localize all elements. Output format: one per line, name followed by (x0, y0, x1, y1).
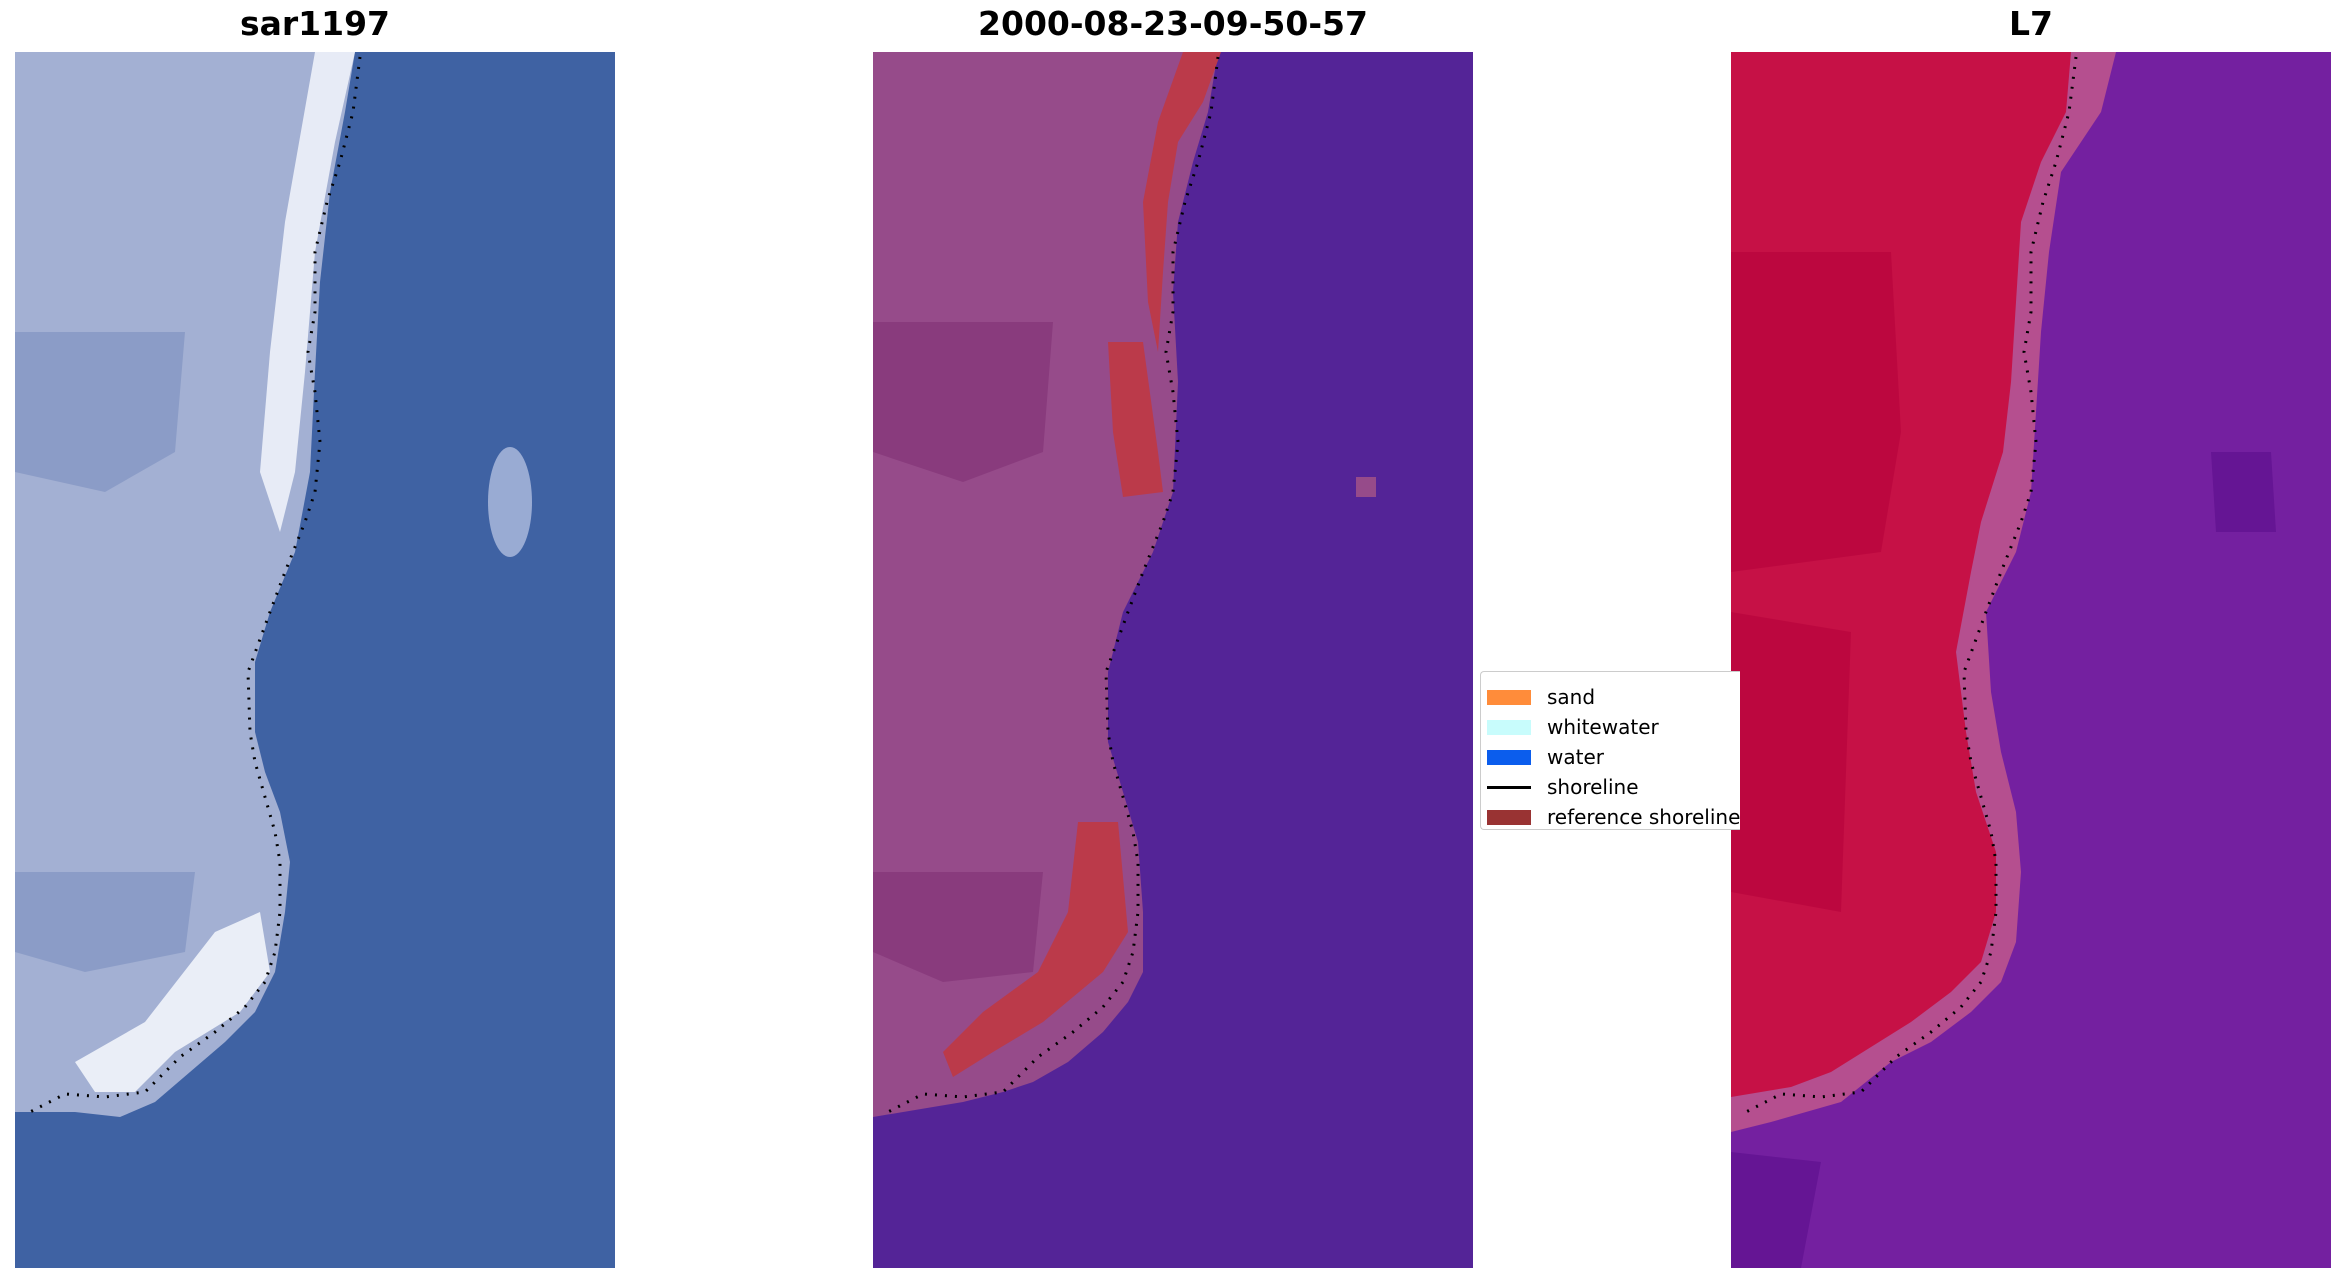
panel-classified-image (873, 52, 1473, 1268)
legend-label: reference shoreline (1547, 805, 1740, 829)
classified-isolated-pixel (1356, 477, 1376, 497)
legend: sand whitewater water shoreline referenc… (1480, 671, 1740, 830)
legend-swatch-whitewater (1487, 719, 1531, 735)
legend-swatch-water (1487, 749, 1531, 765)
index-dark-water (1731, 452, 2276, 1268)
legend-swatch-reference-shoreline (1487, 809, 1531, 825)
legend-line-shoreline (1487, 785, 1531, 789)
legend-item-water: water (1487, 742, 1604, 772)
panel-title-index: L7 (2009, 4, 2053, 43)
legend-swatch-sand (1487, 689, 1531, 705)
panel-index-image (1731, 52, 2331, 1268)
classified-reference-south (943, 822, 1128, 1077)
legend-item-whitewater: whitewater (1487, 712, 1659, 742)
panel-title-rgb: sar1197 (239, 4, 391, 43)
classified-reference-mid (1108, 342, 1163, 497)
legend-label: water (1547, 745, 1604, 769)
rgb-whitewater-band (260, 52, 355, 532)
rgb-shoreline (29, 56, 362, 1114)
rgb-inland-shading (15, 332, 195, 972)
rgb-land (15, 52, 355, 1117)
legend-label: whitewater (1547, 715, 1659, 739)
legend-label: shoreline (1547, 775, 1639, 799)
classified-reference-north (1143, 52, 1221, 352)
classified-land (873, 52, 1218, 1117)
panel-rgb-image (15, 52, 615, 1268)
classified-shoreline (887, 56, 1220, 1114)
index-land-dark (1731, 252, 1901, 912)
index-shoreline (1745, 56, 2078, 1114)
legend-item-sand: sand (1487, 682, 1595, 712)
classified-inland-shading (873, 322, 1053, 982)
legend-item-reference-shoreline: reference shoreline (1487, 802, 1740, 829)
legend-label: sand (1547, 685, 1596, 709)
rgb-offshore-feature (488, 447, 532, 557)
legend-item-shoreline: shoreline (1487, 772, 1639, 802)
panel-title-classified: 2000-08-23-09-50-57 (978, 4, 1368, 43)
rgb-whitewater-south (75, 912, 270, 1092)
